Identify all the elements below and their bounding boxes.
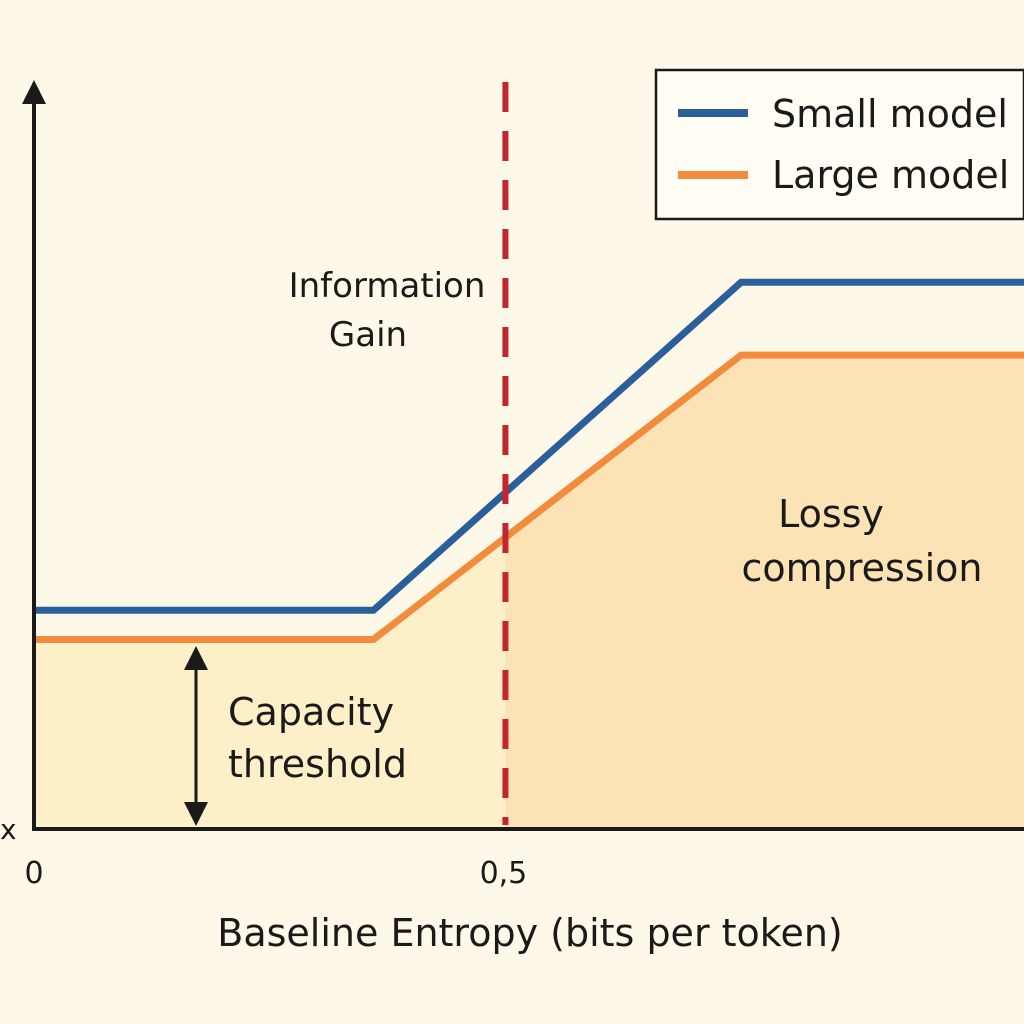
annotation-information-gain-line2: Gain	[329, 315, 407, 355]
fill-left-of-threshold	[34, 537, 506, 829]
legend-box	[654, 68, 1024, 221]
x-tick-label-0: 0	[24, 856, 43, 891]
capacity-double-arrow-icon	[184, 646, 208, 826]
legend: Small model Large model	[654, 68, 1024, 221]
y-axis-arrow-icon	[22, 80, 46, 104]
x-tick-label-0-5: 0,5	[480, 856, 528, 891]
y-origin-label: x	[0, 813, 17, 846]
annotation-lossy-line1: Lossy	[778, 492, 884, 536]
series-line-small-model	[34, 278, 1024, 614]
annotation-capacity-line1: Capacity	[228, 690, 394, 734]
series-line-large-model	[34, 351, 1024, 643]
annotation-lossy-line2: compression	[742, 546, 983, 590]
x-axis-label: Baseline Entropy (bits per token)	[217, 911, 842, 955]
legend-label-large-model: Large model	[772, 153, 1009, 197]
annotation-information-gain-line1: Information	[289, 266, 486, 306]
area-fills	[34, 355, 1024, 829]
fill-right-of-threshold	[505, 355, 1024, 829]
axes	[22, 80, 1024, 831]
legend-label-small-model: Small model	[772, 92, 1008, 136]
annotation-capacity-line2: threshold	[228, 742, 407, 786]
